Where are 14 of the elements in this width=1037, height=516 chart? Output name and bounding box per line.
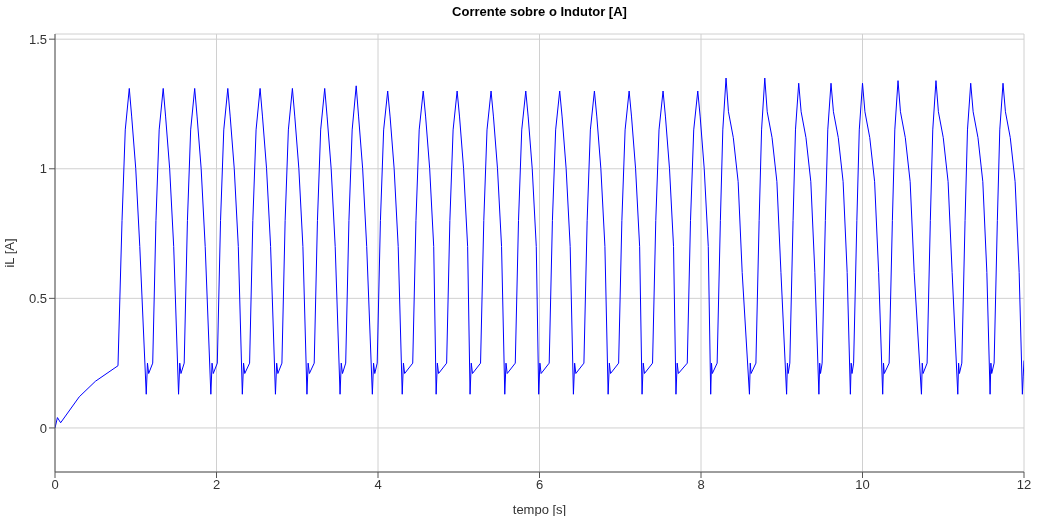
x-tick-label: 4	[374, 477, 382, 493]
y-tick-label: 1.5	[28, 31, 47, 47]
x-tick-label: 6	[535, 477, 544, 493]
x-tick-label: 10	[855, 477, 870, 493]
x-tick-label: 12	[1016, 477, 1032, 493]
x-tick-label: 2	[212, 477, 221, 493]
x-axis-title: tempo [s]	[512, 502, 567, 516]
x-tick-label: 8	[697, 477, 705, 493]
y-tick-label: 0	[39, 420, 47, 436]
x-tick-label: 0	[51, 477, 59, 493]
chart-title: Corrente sobre o Indutor [A]	[451, 4, 628, 19]
y-tick-label: 0.5	[28, 290, 47, 306]
y-axis-title: iL [A]	[1, 238, 17, 268]
y-tick-label: 1	[39, 161, 47, 177]
